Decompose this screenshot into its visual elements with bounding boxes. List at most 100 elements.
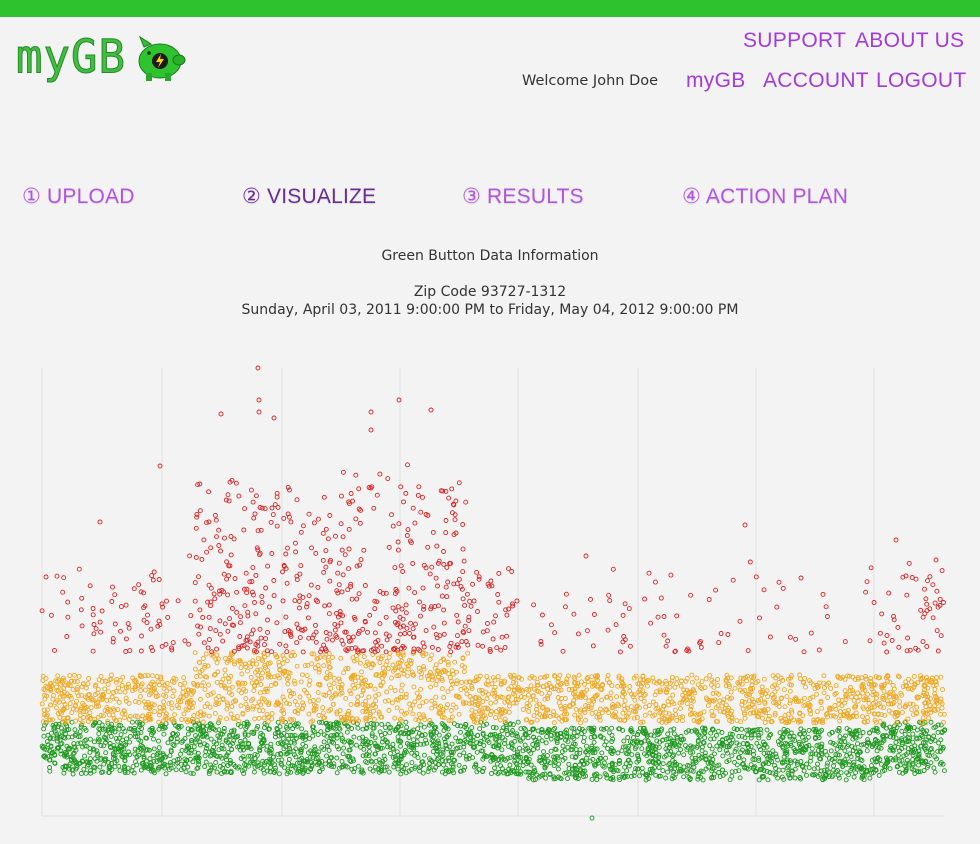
chart-point-low	[754, 740, 760, 746]
chart-point-medium	[670, 692, 676, 698]
chart-point-medium	[897, 704, 903, 710]
chart-point-low	[403, 762, 409, 768]
chart-point-high	[590, 643, 596, 649]
chart-point-low	[918, 732, 924, 738]
about-us-link[interactable]: ABOUT US	[855, 29, 965, 52]
chart-point-medium	[156, 719, 162, 725]
chart-point-low	[565, 744, 571, 750]
chart-point-high	[275, 504, 281, 510]
chart-point-low	[190, 759, 196, 765]
step-results[interactable]: ③ RESULTS	[462, 185, 584, 208]
chart-point-high	[297, 635, 303, 641]
chart-point-low	[836, 775, 842, 781]
chart-point-low	[458, 729, 463, 735]
chart-point-high	[925, 578, 930, 584]
chart-point-medium	[316, 712, 322, 718]
chart-point-high	[412, 590, 418, 596]
chart-point-high	[867, 638, 873, 644]
chart-point-low	[334, 744, 340, 750]
chart-point-low	[780, 767, 786, 773]
chart-point-medium	[705, 703, 711, 709]
chart-point-low	[421, 752, 427, 758]
chart-point-low	[843, 777, 849, 783]
support-link[interactable]: SUPPORT	[743, 29, 847, 52]
chart-point-low	[928, 760, 934, 766]
chart-point-low	[822, 772, 828, 777]
chart-point-high	[353, 472, 359, 478]
chart-point-low	[902, 719, 908, 725]
chart-point-medium	[615, 683, 621, 689]
chart-point-low	[726, 744, 732, 750]
chart-point-low	[183, 769, 189, 775]
chart-point-low	[643, 731, 649, 737]
chart-point-medium	[388, 685, 394, 691]
chart-point-low	[851, 774, 857, 780]
chart-point-high	[225, 592, 231, 598]
chart-point-high	[423, 628, 429, 634]
chart-point-low	[895, 763, 901, 769]
chart-point-high	[271, 593, 277, 599]
chart-point-low	[82, 738, 88, 744]
chart-point-low	[466, 756, 472, 762]
chart-point-high	[332, 627, 338, 633]
chart-point-low	[299, 726, 305, 732]
chart-point-low	[691, 764, 697, 770]
chart-point-high	[904, 592, 910, 598]
chart-point-medium	[200, 656, 206, 661]
chart-point-low	[622, 764, 628, 770]
mygb-link[interactable]: myGB	[686, 69, 746, 92]
chart-point-low	[806, 727, 812, 733]
chart-point-medium	[614, 694, 620, 700]
chart-point-low	[252, 764, 258, 770]
chart-point-low	[628, 773, 634, 779]
chart-point-low	[765, 777, 771, 783]
chart-point-high	[268, 519, 274, 525]
app-logo[interactable]: myGB	[16, 30, 126, 85]
chart-point-high	[357, 520, 363, 526]
account-link[interactable]: ACCOUNT	[763, 69, 869, 92]
chart-point-low	[449, 741, 455, 747]
chart-point-high	[496, 570, 502, 576]
chart-point-low	[935, 729, 941, 735]
chart-point-high	[217, 631, 223, 637]
chart-point-low	[442, 771, 448, 777]
chart-point-high	[467, 598, 473, 604]
step-visualize[interactable]: ② VISUALIZE	[242, 185, 377, 208]
chart-point-medium	[172, 712, 177, 718]
step-action-plan[interactable]: ④ ACTION PLAN	[682, 185, 849, 208]
chart-point-low	[785, 759, 791, 765]
chart-point-low	[235, 744, 241, 750]
chart-point-low	[173, 767, 179, 773]
chart-point-low	[300, 741, 306, 747]
chart-point-low	[700, 739, 706, 745]
chart-point-low	[427, 756, 433, 762]
chart-point-low	[598, 726, 604, 732]
chart-point-low	[379, 721, 385, 727]
chart-point-high	[340, 534, 346, 540]
chart-point-high	[918, 607, 924, 613]
chart-point-low	[655, 759, 661, 765]
chart-point-high	[225, 628, 231, 634]
chart-point-high	[79, 623, 85, 629]
chart-point-low	[77, 733, 83, 739]
chart-point-high	[488, 578, 494, 584]
chart-point-low	[602, 771, 608, 777]
logout-link[interactable]: LOGOUT	[876, 69, 967, 92]
chart-point-low	[271, 769, 277, 775]
chart-point-high	[449, 486, 455, 492]
chart-point-medium	[242, 661, 248, 667]
step-upload[interactable]: ① UPLOAD	[22, 185, 135, 208]
chart-point-low	[165, 740, 171, 746]
chart-point-medium	[243, 696, 249, 702]
chart-point-medium	[819, 705, 825, 711]
chart-point-low	[456, 762, 462, 768]
chart-point-low	[931, 765, 937, 771]
chart-point-high	[214, 534, 219, 540]
chart-point-low	[867, 767, 873, 773]
chart-point-medium	[678, 706, 683, 711]
chart-point-low	[631, 773, 637, 779]
chart-point-medium	[803, 684, 808, 690]
chart-point-medium	[497, 717, 503, 723]
chart-point-low	[887, 724, 893, 730]
chart-point-low	[620, 727, 626, 733]
